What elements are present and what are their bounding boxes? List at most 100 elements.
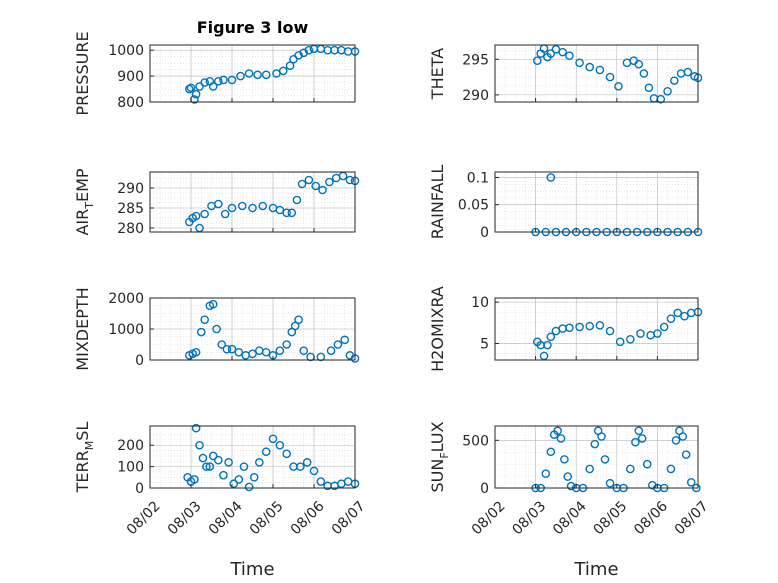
data-point <box>686 477 696 487</box>
x-tick-label: 08/04 <box>206 498 246 538</box>
data-point <box>302 458 312 467</box>
data-point <box>340 335 350 345</box>
data-point <box>294 51 303 60</box>
axes-box <box>149 425 356 489</box>
data-point <box>214 199 223 209</box>
data-point <box>318 185 327 195</box>
data-point <box>680 311 689 321</box>
x-tick-label: 08/03 <box>165 498 205 538</box>
data-point <box>642 459 652 469</box>
data-point <box>239 462 249 471</box>
data-point <box>600 455 610 464</box>
data-point <box>219 470 228 480</box>
data-point <box>626 335 635 344</box>
data-point <box>333 340 343 349</box>
data-point <box>222 344 232 354</box>
data-point <box>634 59 644 69</box>
data-point <box>605 478 615 488</box>
data-point <box>546 49 556 58</box>
data-point <box>195 440 204 450</box>
y-tick-label: 280 <box>117 221 144 237</box>
panel-terr: 0 100 200 TERRMSL 08/02 08/03 08/04 08/05 08/06 0… <box>73 422 369 580</box>
data-point <box>255 346 264 356</box>
data-point <box>644 83 654 93</box>
data-point <box>236 71 245 81</box>
data-point <box>686 308 696 318</box>
x-tick-label: 08/05 <box>247 498 287 538</box>
data-point <box>202 462 211 471</box>
data-point <box>234 475 244 484</box>
data-point <box>659 322 669 332</box>
data-point <box>553 426 562 436</box>
data-point <box>200 209 209 219</box>
y-tick-label: 285 <box>117 201 144 217</box>
data-point <box>306 352 315 362</box>
data-point <box>558 324 567 333</box>
data-point <box>190 475 199 484</box>
data-point <box>292 195 302 205</box>
data-point <box>626 464 635 474</box>
y-tick-label: 295 <box>462 52 489 68</box>
x-axis-label: Time <box>573 559 618 580</box>
data-point <box>565 51 574 60</box>
data-point <box>297 179 307 189</box>
data-point <box>316 44 326 54</box>
data-point <box>634 426 644 436</box>
x-tick-label: 08/06 <box>631 498 671 538</box>
y-tick-label: 0.1 <box>467 170 489 186</box>
y-tick-label: 200 <box>117 438 144 454</box>
data-point <box>563 472 573 481</box>
y-tick-label: 0.05 <box>458 198 489 214</box>
y-tick-label: 800 <box>117 95 144 111</box>
panel-pressure: 800 900 1000 PRESSURE Figure 3 low <box>73 18 360 116</box>
axes-box <box>494 44 699 103</box>
data-point <box>539 351 549 361</box>
data-point <box>299 48 309 58</box>
data-point <box>558 47 567 57</box>
data-point <box>566 481 576 491</box>
data-point <box>676 69 686 78</box>
data-point <box>253 70 262 80</box>
data-point <box>666 314 676 323</box>
x-axis-label: Time <box>229 559 274 580</box>
data-point <box>191 89 201 99</box>
data-point <box>345 175 355 185</box>
y-axis-label: THETA <box>428 48 447 100</box>
data-point <box>212 324 221 334</box>
data-point <box>229 479 239 489</box>
data-point <box>337 479 346 489</box>
panel-sun: 0 500 SUNFLUX 08/02 08/03 08/04 08/05 08/06 08/0… <box>428 421 712 580</box>
panel-rainfall: 0 0.05 0.1 RAINFALL <box>428 165 703 241</box>
y-tick-label: 1000 <box>108 43 144 59</box>
chart-title: Figure 3 low <box>197 18 309 37</box>
data-point <box>560 455 569 464</box>
y-tick-label: 500 <box>462 433 489 449</box>
data-point <box>673 308 683 318</box>
data-point <box>299 346 309 356</box>
x-tick-label: 08/05 <box>591 498 631 538</box>
panel-theta: 290 295 THETA <box>428 44 703 104</box>
y-axis-label: TERRMSL <box>73 422 96 494</box>
data-point <box>282 340 291 349</box>
data-point <box>275 205 285 215</box>
data-point <box>631 437 640 447</box>
y-tick-label: 1000 <box>108 322 144 338</box>
data-point <box>595 320 605 330</box>
data-point <box>615 337 625 347</box>
panel-air: 280 285 290 AIRTEMP <box>73 168 360 237</box>
data-point <box>219 75 228 85</box>
x-tick-label: 08/06 <box>288 498 328 538</box>
data-point <box>637 434 647 443</box>
data-point <box>261 70 271 80</box>
panel-h2omixra: 5 10 H2OMIXRA <box>428 286 703 372</box>
data-point <box>294 315 303 325</box>
data-point <box>546 173 556 182</box>
data-point <box>214 76 223 86</box>
data-point <box>237 201 247 211</box>
data-point <box>653 329 662 338</box>
y-tick-label: 0 <box>480 225 489 241</box>
data-point <box>208 451 218 461</box>
data-point <box>278 66 288 76</box>
data-point <box>304 175 314 185</box>
data-point <box>636 329 645 338</box>
